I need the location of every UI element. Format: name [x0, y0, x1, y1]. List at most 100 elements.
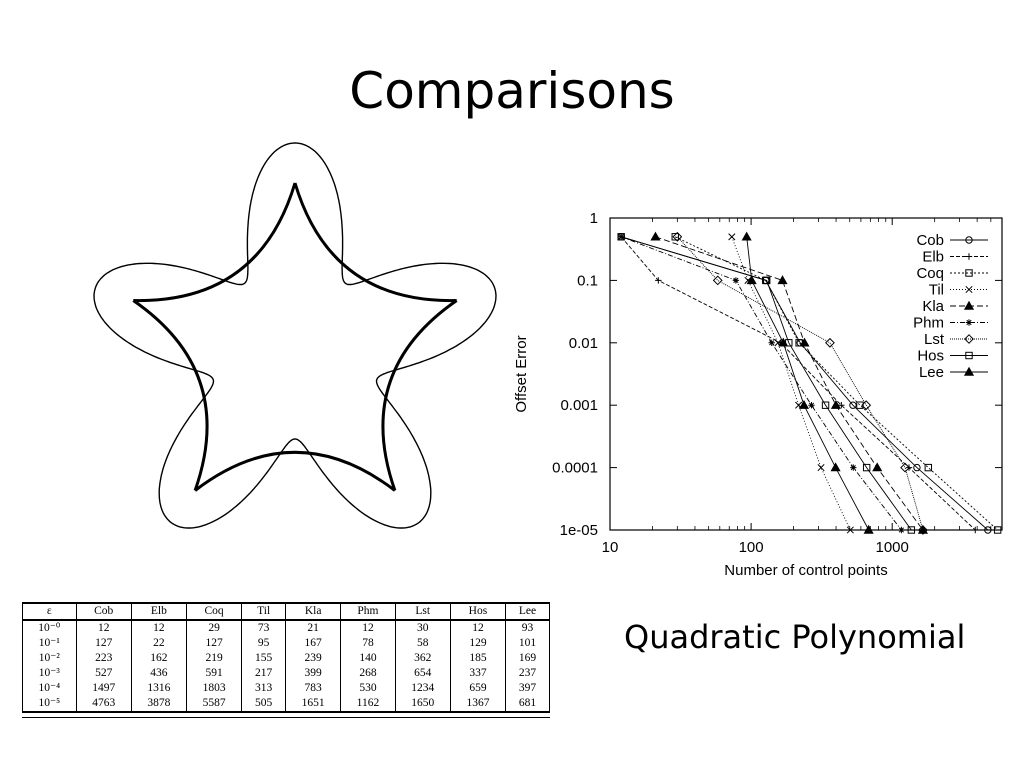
marker-circle [965, 236, 973, 244]
y-tick-label: 0.01 [569, 335, 598, 352]
y-tick-label: 1 [590, 210, 598, 227]
table-cell-epsilon: 10⁻⁵ [22, 696, 77, 712]
x-tick-label: 1000 [876, 539, 909, 556]
table-header-row: ε Cob Elb Coq Til Kla Phm Lst Hos Lee [22, 603, 550, 620]
marker-plus [972, 526, 979, 534]
table-cell: 30 [394, 620, 451, 636]
series-line [746, 236, 870, 531]
plot-frame [609, 217, 1003, 531]
legend-marker [965, 319, 973, 326]
marker-triangle [830, 462, 841, 472]
marker-star [768, 339, 775, 346]
table-cell: 29 [185, 620, 243, 636]
series-kla [650, 231, 928, 534]
table-cell: 3878 [130, 696, 188, 712]
marker-triangle [741, 231, 752, 241]
legend-label: Cob [916, 232, 944, 249]
marker-x [817, 464, 825, 472]
series-lee [741, 231, 874, 534]
table-cell: 155 [241, 651, 287, 666]
marker-circle [913, 463, 921, 472]
marker-square [671, 233, 679, 241]
table-row: 10⁻⁴ 1497 1316 1803 313 783 530 1234 659 397 [22, 681, 550, 696]
y-axis-label: Offset Error [513, 335, 530, 412]
table-cell: 783 [285, 681, 342, 696]
marker-square [617, 233, 625, 241]
figure-caption: Quadratic Polynomial [624, 618, 966, 656]
marker-triangle [799, 337, 810, 347]
x-axis-label: Number of control points [724, 562, 887, 579]
series-hos [617, 233, 916, 534]
y-tick-label: 0.001 [560, 397, 598, 414]
table-cell: 127 [75, 636, 132, 651]
table-cell: 1497 [75, 681, 132, 696]
table-header-method: Lee [505, 603, 550, 620]
table-cell: 313 [241, 681, 287, 696]
marker-triangle [746, 275, 757, 285]
table-cell: 237 [505, 666, 550, 681]
table-cell: 681 [505, 696, 550, 712]
star-curve [132, 182, 458, 492]
marker-diamond [672, 231, 683, 242]
table-cell: 1367 [449, 696, 507, 712]
table-row: 10⁻² 223 162 219 155 239 140 362 185 169 [22, 651, 550, 666]
table-cell: 591 [185, 666, 243, 681]
legend-label: Coq [916, 265, 944, 282]
table-cell: 654 [394, 666, 451, 681]
table-cell: 129 [449, 636, 507, 651]
table-cell: 169 [505, 651, 550, 666]
series-line [676, 236, 924, 531]
series-coq [671, 233, 1002, 534]
marker-star [617, 233, 625, 240]
marker-diamond [917, 525, 928, 535]
legend-marker [963, 300, 975, 310]
y-tick-label: 0.1 [577, 272, 598, 289]
table-header-method: Phm [340, 603, 396, 620]
y-tick-label: 1e-05 [560, 522, 598, 539]
table-cell: 219 [185, 651, 243, 666]
legend-marker [965, 253, 973, 260]
table-cell: 5587 [185, 696, 243, 712]
marker-star [732, 277, 740, 284]
table-cell-epsilon: 10⁻² [22, 651, 77, 666]
marker-triangle [778, 337, 789, 347]
marker-diamond [861, 400, 872, 411]
marker-triangle [798, 399, 810, 409]
marker-triangle [863, 524, 874, 534]
star-offset-figure [93, 142, 497, 529]
table-cell: 93 [505, 620, 550, 636]
axis-ticks: 10 100 1000 1 0.1 0.01 0.001 0.0001 1e-05 [552, 210, 1003, 556]
marker-square [907, 526, 916, 534]
table-cell: 1234 [394, 681, 451, 696]
marker-triangle [830, 399, 841, 409]
marker-triangle [650, 231, 661, 241]
legend-marker [965, 351, 973, 360]
table-cell: 12 [130, 620, 188, 636]
series-line [621, 236, 912, 531]
marker-plus [655, 277, 662, 284]
x-tick-label: 10 [602, 539, 619, 556]
table-cell: 1650 [394, 696, 451, 712]
comparison-table: ε Cob Elb Coq Til Kla Phm Lst Hos Lee 10⁻⁰ 12 12 29 7… [22, 602, 550, 713]
comparison-table-wrap: ε Cob Elb Coq Til Kla Phm Lst Hos Lee 10⁻⁰ 12 12 29 7… [22, 602, 550, 718]
table-cell: 140 [340, 651, 396, 666]
marker-square [924, 463, 933, 472]
table-cell: 1162 [340, 696, 396, 712]
table-underline [22, 717, 550, 718]
marker-square [856, 401, 864, 409]
legend-label: Phm [913, 315, 944, 332]
marker-plus [838, 402, 845, 409]
legend-marker [965, 236, 973, 244]
legend-label: Til [929, 282, 944, 299]
marker-x [728, 233, 736, 241]
marker-x [965, 285, 973, 294]
series-phm [617, 233, 905, 534]
table-cell: 185 [449, 651, 507, 666]
table-cell: 12 [449, 620, 507, 636]
table-cell: 73 [241, 620, 287, 636]
marker-x [846, 526, 854, 534]
table-cell: 167 [285, 636, 342, 651]
table-cell: 217 [241, 666, 287, 681]
legend-marker [965, 269, 973, 277]
table-cell: 95 [241, 636, 287, 651]
